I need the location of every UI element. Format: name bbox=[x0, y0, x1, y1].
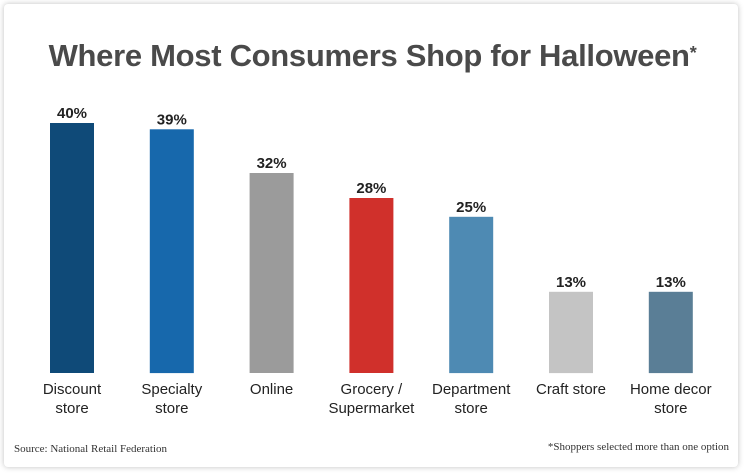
category-label-5-0: Craft store bbox=[536, 381, 606, 398]
category-label-4-0: Department bbox=[432, 381, 511, 398]
category-label-0-0: Discount bbox=[43, 381, 102, 398]
value-label-4: 25% bbox=[456, 199, 486, 216]
chart-title-text: Where Most Consumers Shop for Halloween bbox=[48, 38, 690, 73]
category-label-4-1: store bbox=[455, 400, 488, 417]
value-label-1: 39% bbox=[157, 111, 187, 128]
bar-1 bbox=[149, 129, 194, 374]
bar-2 bbox=[249, 173, 294, 373]
bar-6 bbox=[648, 291, 693, 374]
category-label-1-0: Specialty bbox=[141, 381, 202, 398]
value-label-3: 28% bbox=[356, 180, 386, 197]
category-label-1-1: store bbox=[155, 400, 188, 417]
category-label-2-0: Online bbox=[250, 381, 293, 398]
category-label-3-0: Grocery / bbox=[341, 381, 404, 398]
bar-0 bbox=[50, 123, 94, 373]
bar-5 bbox=[549, 291, 593, 374]
title-asterisk: * bbox=[689, 42, 697, 63]
footnote: *Shoppers selected more than one option bbox=[547, 441, 729, 453]
value-label-0: 40% bbox=[57, 105, 87, 122]
value-label-6: 13% bbox=[656, 274, 686, 291]
value-label-5: 13% bbox=[556, 274, 586, 291]
category-label-6-1: store bbox=[654, 400, 687, 417]
source-note: Source: National Retail Federation bbox=[14, 443, 168, 455]
bar-4 bbox=[449, 216, 494, 374]
chart-title: Where Most Consumers Shop for Halloween* bbox=[0, 38, 745, 74]
category-label-6-0: Home decor bbox=[630, 381, 712, 398]
bar-3 bbox=[349, 198, 394, 373]
category-label-0-1: store bbox=[55, 400, 88, 417]
category-label-3-1: Supermarket bbox=[328, 400, 415, 417]
value-label-2: 32% bbox=[257, 155, 287, 172]
